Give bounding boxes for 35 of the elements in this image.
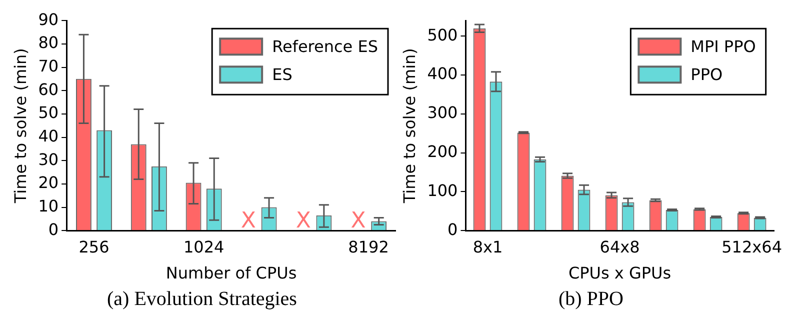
x-tick-label: 8x1 xyxy=(472,237,503,256)
y-axis-title: Time to solve (min) xyxy=(400,48,419,204)
x-axis-title: Number of CPUs xyxy=(166,264,297,283)
y-tick-label: 200 xyxy=(427,142,458,161)
y-axis-title: Time to solve (min) xyxy=(10,48,30,204)
y-tick-label: 0 xyxy=(448,220,458,239)
y-tick-label: 80 xyxy=(38,33,59,52)
x-axis-title: CPUs x GPUs xyxy=(568,264,672,283)
y-tick-label: 70 xyxy=(38,56,59,76)
legend-label: PPO xyxy=(690,64,723,84)
x-tick-label: 1024 xyxy=(183,237,224,256)
annotation: X xyxy=(350,208,366,234)
y-tick-label: 0 xyxy=(48,220,59,239)
y-tick-label: 500 xyxy=(427,25,458,44)
y-tick-label: 50 xyxy=(38,103,59,122)
annotation: X xyxy=(240,208,256,234)
y-tick-label: 400 xyxy=(427,64,458,84)
annotation: X xyxy=(296,208,311,234)
y-tick-label: 60 xyxy=(38,80,59,99)
text: (a) Evolution Strategies xyxy=(106,288,298,311)
legend-label: ES xyxy=(272,64,292,84)
y-tick-label: 30 xyxy=(38,150,59,169)
y-tick-label: 90 xyxy=(38,10,59,29)
y-tick-label: 40 xyxy=(38,126,59,146)
y-tick-label: 100 xyxy=(427,180,458,200)
legend-label: Reference ES xyxy=(272,36,378,56)
y-tick-label: 10 xyxy=(38,196,59,216)
text: (b) PPO xyxy=(557,288,624,311)
x-tick-label: 256 xyxy=(78,237,110,256)
legend-label: MPI PPO xyxy=(690,36,756,56)
x-tick-label: 512x64 xyxy=(722,237,782,256)
y-tick-label: 300 xyxy=(427,103,458,122)
x-tick-label: 8192 xyxy=(348,237,389,256)
x-tick-label: 64x8 xyxy=(600,237,640,256)
y-tick-label: 20 xyxy=(38,173,59,192)
